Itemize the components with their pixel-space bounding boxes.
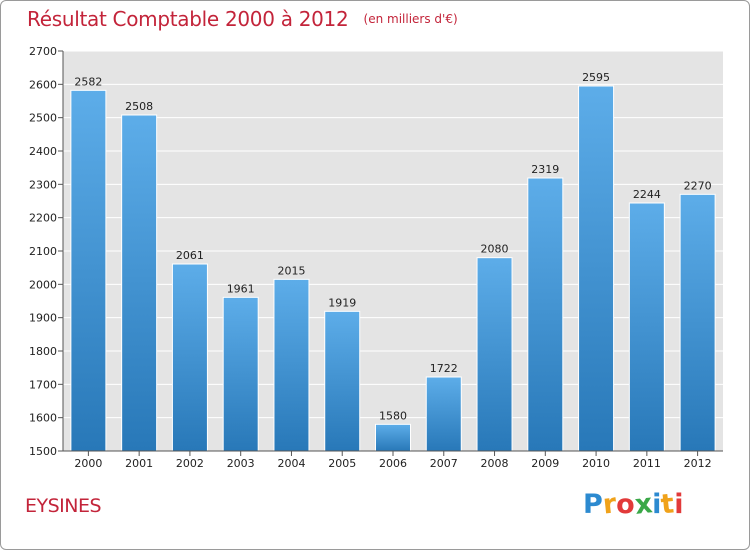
data-label-2007: 1722 (430, 362, 458, 375)
logo-letter: r (601, 488, 618, 521)
x-tick-label-2005: 2005 (328, 457, 356, 470)
x-tick-label-2008: 2008 (481, 457, 509, 470)
bar-2008 (476, 257, 513, 452)
x-tick-label-2009: 2009 (531, 457, 559, 470)
x-axis-ticks: 2000 2001 2002 2003 2004 2005 2006 2007 2008 2009… (63, 450, 723, 470)
data-label-2008: 2080 (481, 243, 509, 256)
bar-2011 (628, 202, 665, 452)
data-label-2003: 1961 (227, 282, 255, 295)
data-label-2010: 2595 (582, 71, 610, 84)
data-labels: 2582 2508 2061 1961 2015 1919 1580 1722 2080 2319… (74, 71, 711, 422)
bar-2007 (425, 376, 462, 452)
y-tick-label: 2400 (29, 145, 57, 158)
x-tick-label-2004: 2004 (277, 457, 305, 470)
y-tick-label: 2700 (29, 45, 57, 58)
y-tick-label: 1900 (29, 312, 57, 325)
bar-2002 (171, 263, 208, 452)
bar-2000 (70, 89, 107, 452)
x-tick-label-2010: 2010 (582, 457, 610, 470)
data-label-2001: 2508 (125, 100, 153, 113)
bar-2010 (578, 85, 615, 452)
bar-2009 (527, 177, 564, 452)
logo-letter: P (583, 489, 603, 520)
chart-subtitle: (en milliers d'€) (363, 12, 458, 26)
x-tick-label-2007: 2007 (430, 457, 458, 470)
x-tick-label-2002: 2002 (176, 457, 204, 470)
logo-letter: i (652, 489, 662, 520)
y-tick-label: 1800 (29, 345, 57, 358)
chart-title: Résultat Comptable 2000 à 2012 (27, 7, 349, 31)
data-label-2012: 2270 (684, 179, 712, 192)
logo-letter: o (616, 489, 635, 520)
x-tick-label-2006: 2006 (379, 457, 407, 470)
y-tick-label: 1600 (29, 412, 57, 425)
y-tick-label: 2000 (29, 278, 57, 291)
bar-2004 (273, 278, 310, 452)
proxiti-logo: Proxiti (583, 488, 684, 521)
data-label-2000: 2582 (74, 75, 102, 88)
city-name: EYSINES (25, 495, 102, 517)
x-tick-label-2011: 2011 (633, 457, 661, 470)
logo-letter: x (633, 488, 654, 521)
x-tick-label-2001: 2001 (125, 457, 153, 470)
y-tick-label: 2300 (29, 178, 57, 191)
bar-2005 (324, 310, 361, 452)
y-tick-label: 2500 (29, 112, 57, 125)
data-label-2006: 1580 (379, 409, 407, 422)
title-block: Résultat Comptable 2000 à 2012 (en milli… (27, 7, 458, 31)
y-axis-ticks: 1500 1600 1700 1800 1900 2000 2100 2200 2300 2400… (29, 45, 64, 458)
bar-2001 (121, 114, 158, 452)
y-tick-label: 2100 (29, 245, 57, 258)
y-tick-label: 2200 (29, 212, 57, 225)
x-tick-label-2012: 2012 (684, 457, 712, 470)
bar-2003 (222, 296, 259, 452)
bar-2006 (375, 423, 411, 452)
y-tick-label: 1500 (29, 445, 57, 458)
data-label-2002: 2061 (176, 249, 204, 262)
bar-2012 (679, 193, 716, 452)
data-label-2004: 2015 (277, 264, 305, 277)
data-label-2009: 2319 (531, 163, 559, 176)
y-tick-label: 2600 (29, 78, 57, 91)
data-label-2011: 2244 (633, 188, 661, 201)
y-tick-label: 1700 (29, 378, 57, 391)
data-label-2005: 1919 (328, 296, 356, 309)
x-tick-label-2000: 2000 (74, 457, 102, 470)
logo-letter: i (674, 489, 684, 520)
x-tick-label-2003: 2003 (227, 457, 255, 470)
